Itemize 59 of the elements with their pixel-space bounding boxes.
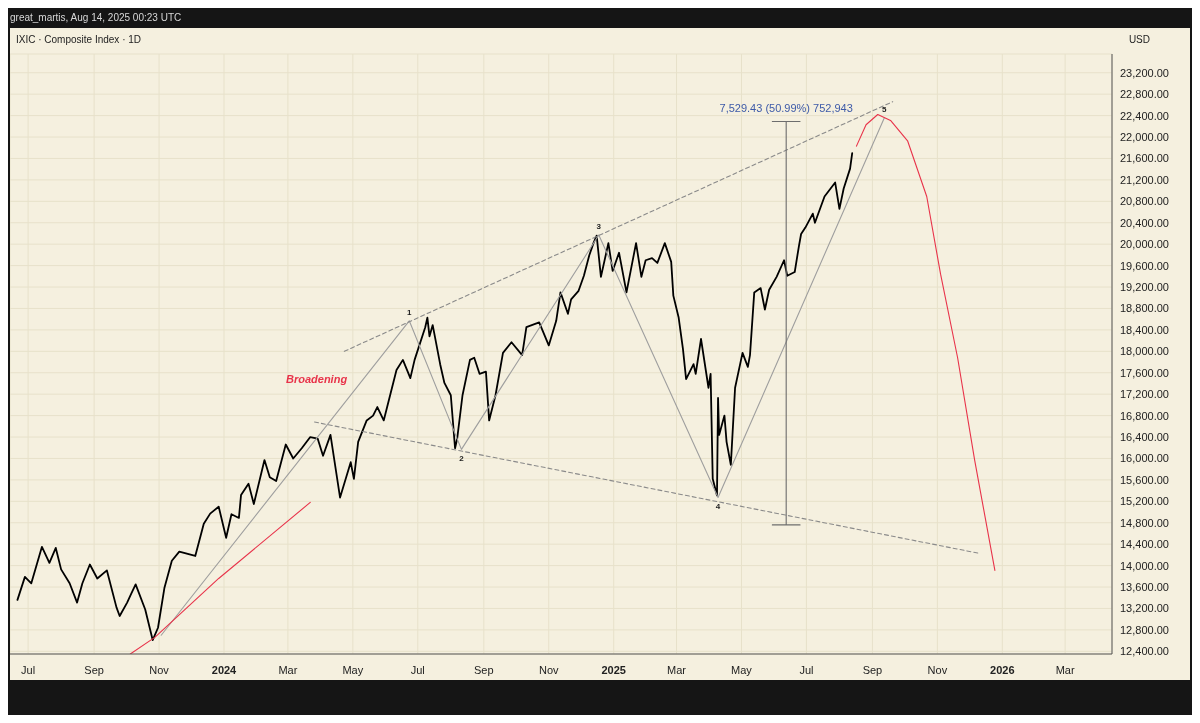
x-tick-label: Nov xyxy=(538,664,560,676)
y-tick-label: 14,000.00 xyxy=(1120,559,1169,572)
x-tick-label: Jul xyxy=(410,664,425,676)
y-tick-label: 20,800.00 xyxy=(1120,195,1169,208)
x-tick-label: 2026 xyxy=(990,664,1015,676)
x-tick-label: Nov xyxy=(149,664,170,676)
annotation: 3 xyxy=(596,222,602,232)
line-series xyxy=(160,117,885,636)
y-tick-label: 20,400.00 xyxy=(1120,216,1169,229)
y-tick-label: 22,000.00 xyxy=(1120,130,1169,143)
y-tick-label: 18,800.00 xyxy=(1120,302,1169,315)
annotation: 5 xyxy=(881,105,887,115)
annotation: 4 xyxy=(715,502,721,512)
y-tick-label: 20,000.00 xyxy=(1120,238,1169,251)
x-tick-label: Jul xyxy=(21,664,36,676)
y-tick-label: 12,800.00 xyxy=(1120,623,1169,636)
y-tick-label: 16,400.00 xyxy=(1120,430,1169,443)
annotation: 1 xyxy=(407,307,413,317)
x-tick-label: Nov xyxy=(927,664,948,676)
y-tick-label: 14,400.00 xyxy=(1120,538,1169,551)
text: great_martis, Aug 14, 2025 00:23 UTC xyxy=(10,12,182,23)
y-tick-label: 15,200.00 xyxy=(1120,495,1169,508)
annotation: 7,529.43 (50.99%) 752,943 xyxy=(719,101,853,114)
x-tick-label: Mar xyxy=(667,664,687,676)
x-tick-label: 2024 xyxy=(211,664,238,676)
x-tick-label: Sep xyxy=(474,664,494,676)
annotation: 2 xyxy=(459,454,465,464)
x-tick-label: Sep xyxy=(84,664,104,676)
x-tick-label: Mar xyxy=(1055,664,1075,676)
y-tick-label: 21,600.00 xyxy=(1120,152,1169,165)
y-tick-label: 18,000.00 xyxy=(1120,345,1169,358)
annotation: Broadening xyxy=(286,373,348,385)
y-tick-label: 13,200.00 xyxy=(1120,602,1169,615)
x-tick-label: May xyxy=(731,664,753,676)
y-tick-label: 23,200.00 xyxy=(1120,66,1169,79)
y-tick-label: 21,200.00 xyxy=(1120,173,1169,186)
y-tick-label: 17,600.00 xyxy=(1120,366,1169,379)
y-tick-label: 15,600.00 xyxy=(1120,473,1169,486)
line-series xyxy=(855,113,996,571)
chart-title: IXIC · Composite Index · 1D xyxy=(16,34,142,45)
x-tick-label: May xyxy=(342,664,364,676)
y-tick-label: 18,400.00 xyxy=(1120,323,1169,336)
y-tick-label: 16,800.00 xyxy=(1120,409,1169,422)
x-tick-label: Sep xyxy=(862,664,883,676)
y-tick-label: 13,600.00 xyxy=(1120,580,1169,593)
y-axis-title: USD xyxy=(1128,34,1150,45)
line-series xyxy=(16,152,854,641)
y-tick-label: 12,400.00 xyxy=(1120,645,1169,658)
y-tick-label: 14,800.00 xyxy=(1120,516,1169,529)
y-tick-label: 19,200.00 xyxy=(1120,280,1169,293)
x-tick-label: Mar xyxy=(278,664,298,676)
y-tick-label: 22,800.00 xyxy=(1120,88,1169,101)
line-series xyxy=(129,501,311,654)
x-tick-label: Jul xyxy=(799,664,814,676)
y-tick-label: 17,200.00 xyxy=(1120,388,1169,401)
y-tick-label: 16,000.00 xyxy=(1120,452,1169,465)
y-tick-label: 22,400.00 xyxy=(1120,109,1169,122)
x-tick-label: 2025 xyxy=(601,664,626,676)
y-tick-label: 19,600.00 xyxy=(1120,259,1169,272)
